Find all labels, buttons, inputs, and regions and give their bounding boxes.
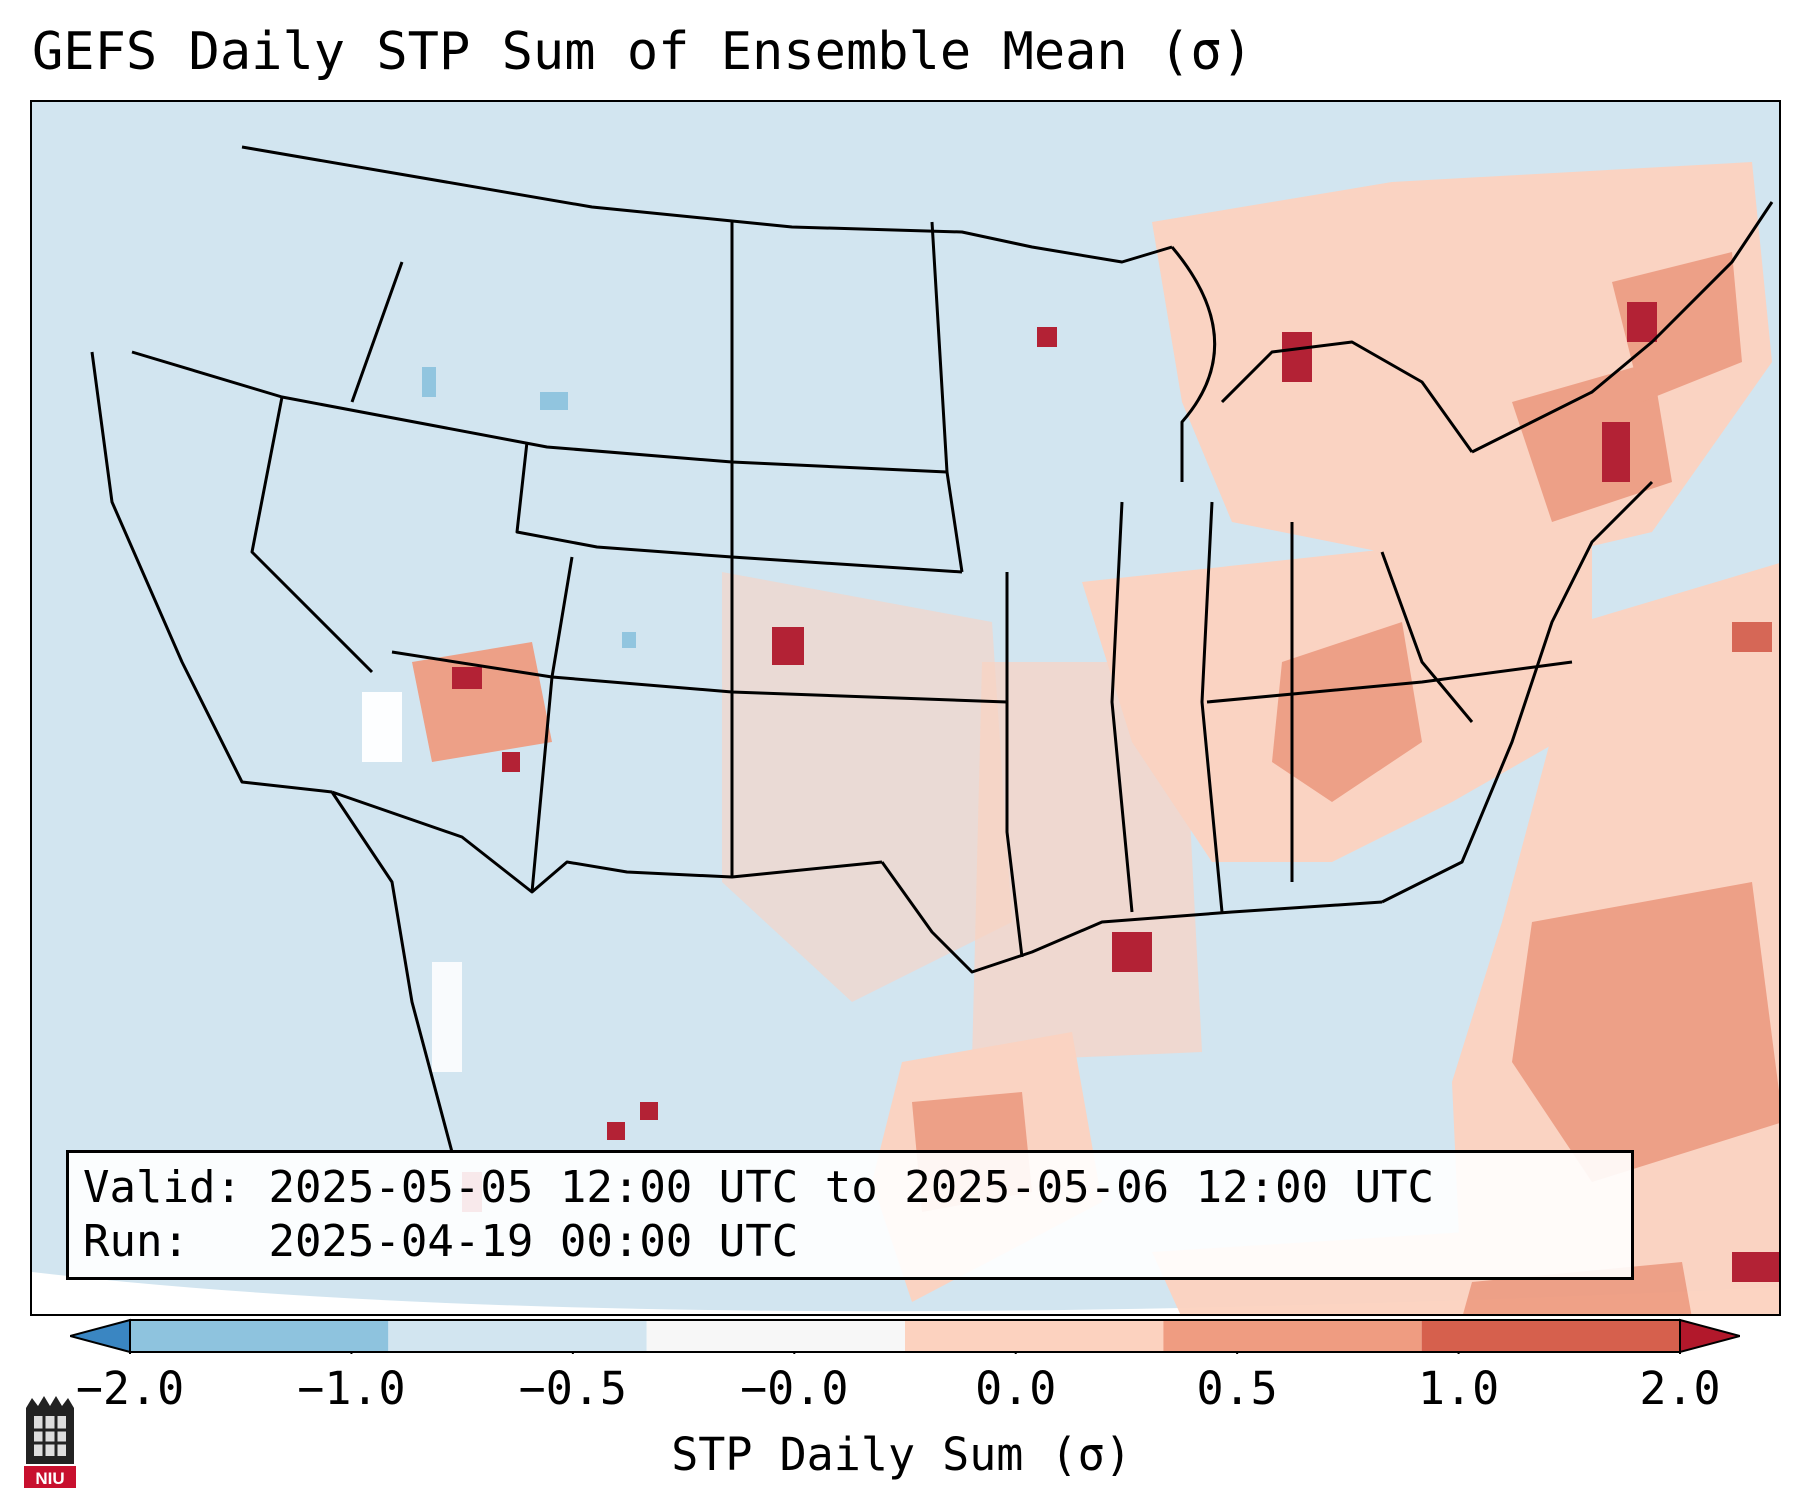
spot-caribbean xyxy=(1732,1252,1779,1282)
spot-mexico-2 xyxy=(640,1102,658,1120)
political-boundaries xyxy=(90,145,1774,1153)
us-canada-border xyxy=(241,145,1173,264)
colorbar-segment xyxy=(1163,1320,1422,1352)
spot-vermont xyxy=(1627,302,1657,342)
spot-utah xyxy=(452,667,482,689)
spot-new-york xyxy=(1602,422,1630,482)
patch-caribbean-medium xyxy=(1463,1262,1692,1314)
spot-ontario xyxy=(1282,332,1312,382)
colorbar-tick-label: −1.0 xyxy=(297,1362,406,1415)
illinois-indiana xyxy=(1200,501,1224,913)
great-lakes-west xyxy=(1170,246,1217,482)
idaho-line xyxy=(350,261,404,403)
atlantic-coast xyxy=(1381,480,1654,904)
run-label: Run: xyxy=(83,1216,189,1267)
state-row-2 xyxy=(515,441,963,574)
niu-logo: NIU xyxy=(24,1396,76,1488)
tennessee-line xyxy=(1206,660,1573,704)
colorbar-tick-label: 2.0 xyxy=(1639,1362,1721,1415)
colorbar-tick-label: 0.0 xyxy=(975,1362,1057,1415)
spot-blue-idaho xyxy=(422,367,436,397)
spot-white-baja xyxy=(432,962,462,1072)
colorbar-tick-label: −0.5 xyxy=(518,1362,628,1415)
spot-white-sw xyxy=(362,692,402,762)
map-title: GEFS Daily STP Sum of Ensemble Mean (σ) xyxy=(32,22,1253,82)
colorbar-tick-label: 1.0 xyxy=(1417,1362,1500,1415)
niu-logo-text: NIU xyxy=(35,1469,64,1488)
patch-new-england xyxy=(1612,252,1742,402)
state-row-3 xyxy=(391,650,1008,704)
state-row-1 xyxy=(131,350,948,474)
mississippi-river xyxy=(1110,501,1134,913)
colorbar-extend-high xyxy=(1679,1318,1740,1354)
colorbar-label: STP Daily Sum (σ) xyxy=(671,1428,1132,1481)
colorbar-segment xyxy=(905,1320,1164,1352)
gulf-coast xyxy=(880,861,1383,974)
map-canvas xyxy=(32,102,1779,1314)
baja-peninsula xyxy=(330,791,454,1153)
colorbar-extend-low xyxy=(70,1318,131,1354)
colorbar-tick-label: −0.0 xyxy=(740,1362,849,1415)
patch-atlantic-medium xyxy=(1512,882,1779,1182)
patch-pennsylvania xyxy=(1512,362,1672,522)
great-lakes-north xyxy=(1220,340,1474,453)
spot-atlantic xyxy=(1732,622,1772,652)
us-canada-east xyxy=(1471,201,1774,454)
nevada-line xyxy=(250,396,374,674)
patch-southern-plains xyxy=(722,572,1012,1002)
dakota-minnesota-line xyxy=(930,221,964,573)
patch-utah xyxy=(412,642,552,762)
colorbar-segment xyxy=(388,1320,647,1352)
valid-label: Valid: xyxy=(83,1162,242,1213)
colorbar-outline xyxy=(129,1319,1681,1353)
spot-mississippi xyxy=(1112,932,1152,972)
spot-minnesota xyxy=(1037,327,1057,347)
colorbar-tick-label: 0.5 xyxy=(1196,1362,1278,1415)
spot-kansas xyxy=(772,627,804,665)
spot-blue-wyoming xyxy=(540,392,568,410)
map-panel[interactable] xyxy=(30,100,1781,1316)
colorado-west xyxy=(530,556,574,893)
spot-blue-colorado xyxy=(622,632,636,648)
valid-run-info-box: Valid: 2025-05-05 12:00 UTC to 2025-05-0… xyxy=(66,1150,1634,1280)
colorbar-segment xyxy=(130,1320,389,1352)
appalachia xyxy=(1380,551,1474,723)
spot-mexico-1 xyxy=(607,1122,625,1140)
colorbar-segment xyxy=(646,1320,905,1352)
spot-arizona xyxy=(502,752,520,772)
valid-value: 2025-05-05 12:00 UTC to 2025-05-06 12:00… xyxy=(268,1162,1435,1213)
run-value: 2025-04-19 00:00 UTC xyxy=(268,1216,799,1267)
patch-kentucky xyxy=(1272,622,1422,802)
colorbar-segments xyxy=(70,1318,1740,1354)
kansas-missouri xyxy=(1005,572,1024,958)
colorbar-tick-label: −2.0 xyxy=(75,1362,185,1415)
colorbar xyxy=(70,1318,1740,1354)
colorbar-segment xyxy=(1421,1320,1680,1352)
us-west-coast xyxy=(90,351,333,794)
